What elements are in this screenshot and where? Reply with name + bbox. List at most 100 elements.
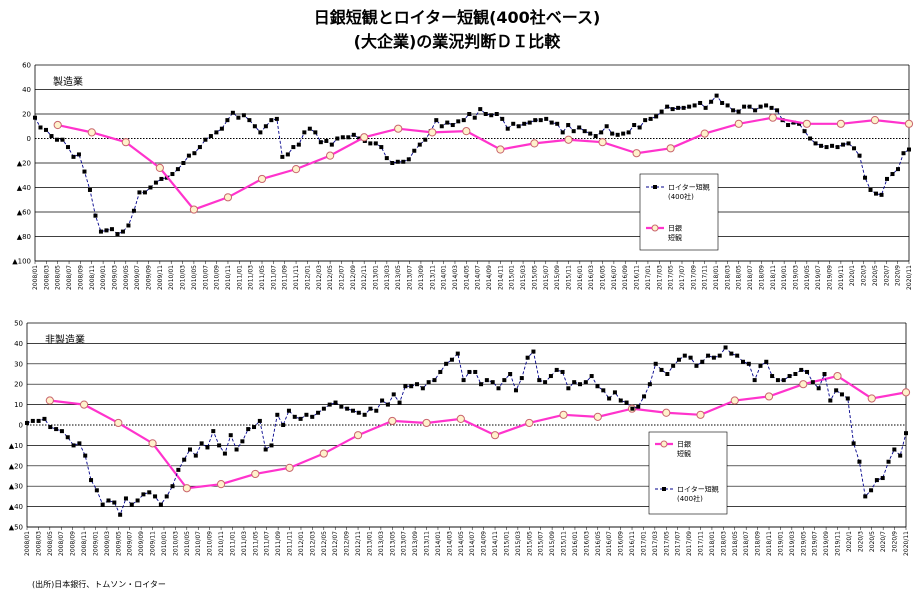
boj-point bbox=[114, 418, 123, 428]
reuters-point bbox=[577, 125, 582, 130]
x-tick-label: 2010/05 bbox=[191, 265, 198, 290]
reuters-point bbox=[839, 392, 844, 397]
x-tick-label: 2015/01 bbox=[503, 531, 510, 556]
x-tick-label: 2010/09 bbox=[214, 265, 221, 290]
reuters-point bbox=[874, 191, 879, 196]
reuters-point bbox=[112, 500, 117, 505]
reuters-point bbox=[643, 118, 648, 123]
x-tick-label: 2019/05 bbox=[800, 531, 807, 556]
reuters-point bbox=[439, 124, 444, 129]
boj-point bbox=[326, 151, 335, 160]
x-tick-label: 2014/09 bbox=[486, 265, 493, 290]
reuters-point bbox=[764, 359, 769, 364]
reuters-point bbox=[316, 410, 321, 415]
x-tick-label: 2011/09 bbox=[275, 531, 282, 556]
reuters-point bbox=[42, 416, 47, 421]
x-tick-label: 2019/03 bbox=[789, 531, 796, 556]
x-tick-label: 2016/09 bbox=[618, 531, 625, 556]
reuters-point bbox=[356, 410, 361, 415]
x-tick-label: 2015/07 bbox=[543, 265, 550, 290]
reuters-point bbox=[636, 404, 641, 409]
reuters-point bbox=[197, 145, 202, 150]
reuters-point bbox=[595, 384, 600, 389]
boj-point bbox=[353, 431, 363, 440]
reuters-point bbox=[478, 107, 483, 112]
reuters-point bbox=[175, 167, 180, 172]
x-tick-label: 2020/11 bbox=[903, 531, 910, 556]
reuters-point bbox=[384, 156, 389, 161]
x-tick-label: 2018/05 bbox=[732, 531, 739, 556]
reuters-point bbox=[508, 372, 513, 376]
chart-title-line2: (大企業)の業況判断ＤＩ比較 bbox=[353, 32, 561, 51]
reuters-point bbox=[494, 112, 499, 116]
x-tick-label: 2016/07 bbox=[606, 531, 613, 556]
legend-reuters-marker bbox=[662, 487, 666, 491]
reuters-point bbox=[321, 406, 326, 411]
x-tick-label: 2016/03 bbox=[583, 531, 590, 556]
reuters-point bbox=[676, 357, 681, 362]
reuters-point bbox=[147, 490, 152, 495]
y-tick-label: 0 bbox=[27, 135, 31, 143]
reuters-point bbox=[624, 400, 629, 405]
reuters-point bbox=[368, 141, 373, 146]
x-tick-label: 2011/05 bbox=[259, 265, 266, 290]
reuters-point bbox=[310, 414, 315, 419]
reuters-point bbox=[199, 441, 204, 446]
x-tick-label: 2017/11 bbox=[702, 265, 709, 290]
reuters-point bbox=[374, 408, 379, 413]
x-tick-label: 2010/07 bbox=[202, 265, 209, 290]
reuters-point bbox=[516, 124, 521, 129]
reuters-point bbox=[496, 386, 501, 391]
y-tick-label: 0 bbox=[19, 422, 23, 430]
reuters-point bbox=[455, 351, 460, 356]
x-tick-label: 2010/01 bbox=[168, 265, 175, 290]
x-tick-label: 2015/07 bbox=[538, 531, 545, 556]
reuters-point bbox=[479, 382, 484, 387]
reuters-point bbox=[741, 359, 746, 364]
boj-point bbox=[462, 127, 471, 136]
reuters-point bbox=[742, 104, 747, 109]
reuters-point bbox=[415, 382, 420, 387]
x-tick-label: 2014/11 bbox=[492, 531, 499, 556]
reuters-point bbox=[548, 374, 553, 379]
reuters-point bbox=[813, 141, 818, 146]
legend-boj-marker bbox=[660, 440, 668, 448]
reuters-point bbox=[345, 406, 350, 411]
reuters-point bbox=[845, 396, 850, 401]
x-tick-label: 2010/11 bbox=[218, 531, 225, 556]
reuters-point bbox=[346, 135, 351, 140]
x-tick-label: 2014/03 bbox=[452, 265, 459, 290]
reuters-point bbox=[735, 353, 740, 358]
reuters-point bbox=[786, 123, 791, 128]
reuters-point bbox=[810, 380, 815, 385]
x-tick-label: 2008/03 bbox=[43, 265, 50, 290]
reuters-point bbox=[527, 120, 532, 125]
reuters-point bbox=[885, 176, 890, 181]
x-tick-label: 2010/03 bbox=[180, 265, 187, 290]
reuters-point bbox=[214, 130, 219, 135]
x-tick-label: 2008/05 bbox=[55, 265, 62, 290]
x-tick-label: 2014/03 bbox=[446, 531, 453, 556]
reuters-point bbox=[700, 359, 705, 364]
boj-point bbox=[360, 133, 369, 142]
x-tick-label: 2009/03 bbox=[111, 265, 118, 290]
x-tick-label: 2020/5 bbox=[872, 265, 879, 286]
reuters-point bbox=[799, 367, 804, 372]
reuters-point bbox=[489, 113, 494, 118]
reuters-point bbox=[205, 445, 210, 450]
reuters-point bbox=[71, 443, 76, 448]
reuters-point bbox=[118, 512, 123, 517]
reuters-point bbox=[544, 116, 549, 121]
x-tick-label: 2010/01 bbox=[161, 531, 168, 556]
reuters-point bbox=[841, 142, 846, 147]
y-tick-label: ▲40 bbox=[17, 184, 31, 192]
y-tick-label: 60 bbox=[22, 62, 31, 70]
x-tick-label: 2015/01 bbox=[509, 265, 516, 290]
reuters-point bbox=[808, 136, 813, 141]
reuters-point bbox=[423, 137, 428, 142]
x-tick-label: 2017/11 bbox=[698, 531, 705, 556]
reuters-point bbox=[610, 131, 615, 136]
x-tick-label: 2009/05 bbox=[123, 265, 130, 290]
x-tick-label: 2019/01 bbox=[777, 531, 784, 556]
x-tick-label: 2012/01 bbox=[304, 265, 311, 290]
